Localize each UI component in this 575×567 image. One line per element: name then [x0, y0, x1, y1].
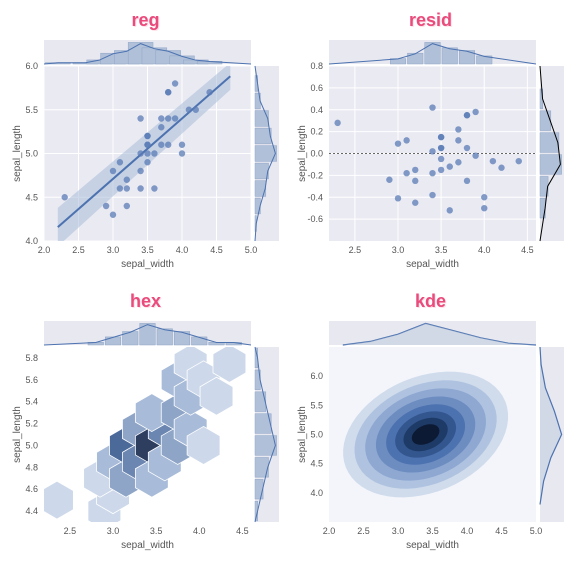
svg-text:sepal_length: sepal_length — [12, 125, 23, 182]
svg-text:0.0: 0.0 — [310, 149, 323, 159]
svg-text:4.0: 4.0 — [310, 487, 323, 497]
svg-text:4.6: 4.6 — [25, 484, 38, 494]
svg-text:2.5: 2.5 — [349, 245, 362, 255]
title-hex: hex — [130, 291, 161, 312]
svg-text:3.5: 3.5 — [150, 526, 163, 536]
svg-text:5.0: 5.0 — [25, 440, 38, 450]
svg-text:4.0: 4.0 — [176, 245, 189, 255]
svg-hex: 2.5 3.0 3.5 4.0 4.5 4.4 4.6 4.8 5.0 5.2 5.4 5.6 5.8 s… — [8, 289, 283, 554]
panel-kde: kde 2.0 2.5 3.0 3.5 4.0 4.5 5.0 4.0 4.5 5.0 5.5 6.0… — [293, 289, 568, 560]
svg-text:5.5: 5.5 — [25, 105, 38, 115]
svg-text:2.0: 2.0 — [38, 245, 51, 255]
svg-text:sepal_width: sepal_width — [406, 259, 459, 270]
svg-resid: 2.5 3.0 3.5 4.0 4.5 -0.6 -0.4 -0.2 0.0 0.2 0.4 0.6 0… — [293, 8, 568, 273]
svg-text:5.6: 5.6 — [25, 374, 38, 384]
svg-text:4.0: 4.0 — [478, 245, 491, 255]
panel-reg: reg 2.0 2.5 3.0 3.5 4.0 4.5 5.0 4.0 4.5 5.0 5.5 6.0… — [8, 8, 283, 279]
svg-kde: 2.0 2.5 3.0 3.5 4.0 4.5 5.0 4.0 4.5 5.0 5.5 6.0 sepa… — [293, 289, 568, 554]
svg-text:5.0: 5.0 — [245, 245, 258, 255]
svg-text:3.0: 3.0 — [392, 526, 405, 536]
svg-text:3.0: 3.0 — [107, 245, 120, 255]
svg-text:4.5: 4.5 — [495, 526, 508, 536]
svg-text:5.0: 5.0 — [530, 526, 543, 536]
svg-text:4.0: 4.0 — [25, 236, 38, 246]
title-reg: reg — [131, 10, 159, 31]
svg-text:-0.2: -0.2 — [307, 170, 323, 180]
svg-text:4.5: 4.5 — [236, 526, 249, 536]
panel-hex: hex 2.5 3.0 3.5 4.0 4.5 4.4 4.6 4.8 5.0 5.2 5.4 5.6… — [8, 289, 283, 560]
svg-text:2.5: 2.5 — [72, 245, 85, 255]
title-resid: resid — [409, 10, 452, 31]
svg-text:5.2: 5.2 — [25, 418, 38, 428]
svg-text:5.0: 5.0 — [310, 429, 323, 439]
svg-text:3.5: 3.5 — [426, 526, 439, 536]
svg-text:sepal_width: sepal_width — [406, 540, 459, 551]
svg-text:6.0: 6.0 — [310, 371, 323, 381]
svg-text:0.4: 0.4 — [310, 105, 323, 115]
svg-text:3.5: 3.5 — [435, 245, 448, 255]
svg-text:0.6: 0.6 — [310, 83, 323, 93]
svg-text:5.8: 5.8 — [25, 352, 38, 362]
svg-text:5.0: 5.0 — [25, 149, 38, 159]
svg-text:2.5: 2.5 — [64, 526, 77, 536]
panel-resid: resid 2.5 3.0 3.5 4.0 4.5 -0.6 -0.4 -0.2 0.0 0.2 0… — [293, 8, 568, 279]
svg-text:sepal_length: sepal_length — [297, 125, 308, 182]
svg-text:sepal_width: sepal_width — [121, 259, 174, 270]
chart-grid: reg 2.0 2.5 3.0 3.5 4.0 4.5 5.0 4.0 4.5 5.0 5.5 6.0… — [8, 8, 567, 559]
svg-text:4.4: 4.4 — [25, 506, 38, 516]
svg-text:5.4: 5.4 — [25, 396, 38, 406]
svg-text:-0.4: -0.4 — [307, 192, 323, 202]
svg-text:sepal_length: sepal_length — [12, 406, 23, 463]
svg-text:4.5: 4.5 — [521, 245, 534, 255]
svg-text:0.2: 0.2 — [310, 127, 323, 137]
svg-text:4.0: 4.0 — [461, 526, 474, 536]
svg-text:5.5: 5.5 — [310, 400, 323, 410]
svg-text:2.5: 2.5 — [357, 526, 370, 536]
svg-text:3.5: 3.5 — [141, 245, 154, 255]
svg-text:6.0: 6.0 — [25, 61, 38, 71]
svg-text:3.0: 3.0 — [107, 526, 120, 536]
svg-text:3.0: 3.0 — [392, 245, 405, 255]
svg-text:-0.6: -0.6 — [307, 214, 323, 224]
svg-text:4.0: 4.0 — [193, 526, 206, 536]
svg-text:4.8: 4.8 — [25, 462, 38, 472]
svg-text:0.8: 0.8 — [310, 61, 323, 71]
svg-text:2.0: 2.0 — [323, 526, 336, 536]
svg-text:sepal_width: sepal_width — [121, 540, 174, 551]
svg-text:4.5: 4.5 — [25, 192, 38, 202]
svg-text:sepal_length: sepal_length — [297, 406, 308, 463]
svg-text:4.5: 4.5 — [210, 245, 223, 255]
title-kde: kde — [415, 291, 446, 312]
svg-reg: 2.0 2.5 3.0 3.5 4.0 4.5 5.0 4.0 4.5 5.0 5.5 6.0 sepa… — [8, 8, 283, 273]
svg-text:4.5: 4.5 — [310, 458, 323, 468]
